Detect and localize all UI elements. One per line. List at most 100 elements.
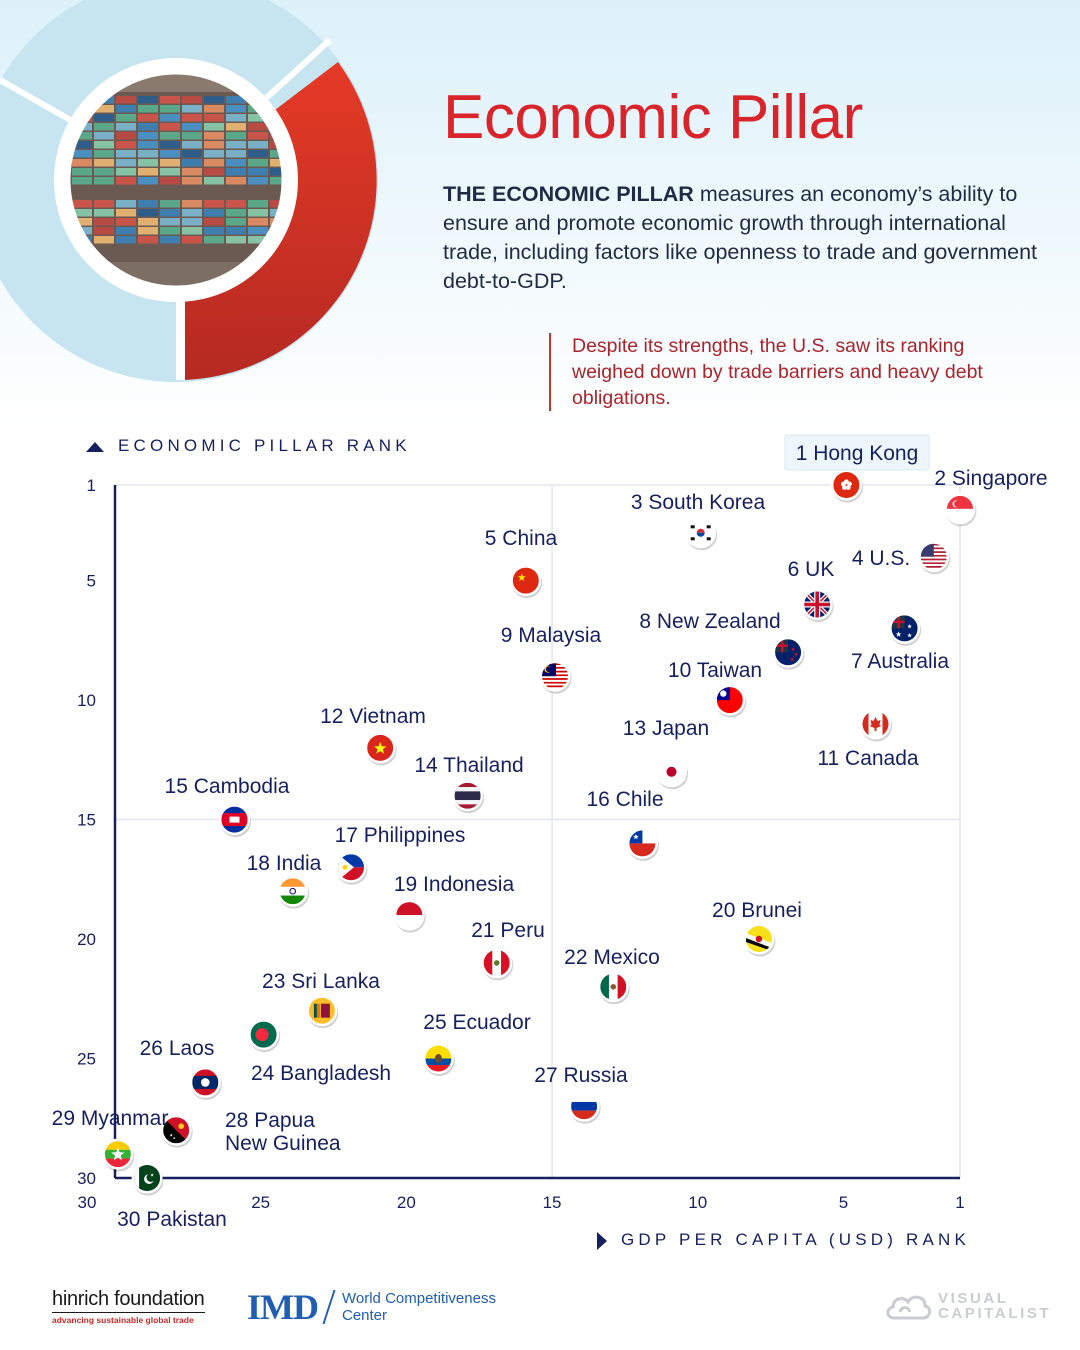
decorative-donut-graphic bbox=[0, 0, 378, 382]
data-point-new-zealand bbox=[772, 636, 805, 670]
usa-flag-icon bbox=[920, 543, 947, 570]
y-tick-label: 10 bbox=[77, 691, 96, 710]
point-label: 12 Vietnam bbox=[320, 705, 426, 728]
south-korea-flag-icon bbox=[687, 519, 714, 546]
mexico-flag-icon bbox=[600, 973, 627, 1000]
russia-flag-icon bbox=[571, 1093, 598, 1120]
singapore-flag-icon bbox=[947, 495, 973, 522]
point-label: 8 New Zealand bbox=[639, 610, 780, 633]
data-point-russia bbox=[568, 1090, 601, 1124]
myanmar-flag-icon bbox=[104, 1141, 131, 1168]
data-point-china bbox=[510, 565, 543, 599]
data-point-uk bbox=[801, 589, 834, 622]
vc-line2: CAPITALIST bbox=[938, 1305, 1052, 1322]
point-label: 1 Hong Kong bbox=[796, 442, 919, 465]
hinrich-name: hinrich foundation bbox=[52, 1288, 205, 1310]
point-label: 4 U.S. bbox=[852, 547, 910, 570]
ecuador-flag-icon bbox=[425, 1045, 452, 1072]
point-label: 16 Chile bbox=[586, 788, 663, 811]
data-point-cambodia bbox=[219, 804, 251, 838]
point-label: 19 Indonesia bbox=[394, 873, 515, 896]
hinrich-foundation-logo: hinrich foundation advancing sustainable… bbox=[52, 1288, 205, 1325]
point-label: 25 Ecuador bbox=[423, 1011, 530, 1034]
cambodia-flag-icon bbox=[221, 806, 248, 833]
x-tick-label: 25 bbox=[251, 1193, 270, 1212]
x-tick-label: 30 bbox=[78, 1193, 97, 1212]
x-axis-label: GDP PER CAPITA (USD) RANK bbox=[621, 1230, 971, 1249]
point-label: 11 Canada bbox=[817, 747, 919, 770]
y-tick-label: 5 bbox=[87, 572, 96, 591]
donut-red-segment bbox=[185, 62, 377, 380]
data-point-japan bbox=[656, 756, 688, 790]
page-title: Economic Pillar bbox=[443, 83, 863, 152]
data-point-brunei bbox=[743, 923, 776, 957]
point-label: 15 Cambodia bbox=[165, 775, 290, 798]
sri-lanka-flag-icon bbox=[308, 997, 335, 1024]
indonesia-flag-icon bbox=[396, 902, 423, 929]
canada-flag-icon bbox=[862, 711, 889, 737]
point-label: 26 Laos bbox=[140, 1037, 215, 1060]
data-point-laos bbox=[189, 1066, 222, 1100]
imd-text-line2: Center bbox=[342, 1307, 388, 1324]
india-flag-icon bbox=[279, 878, 306, 905]
data-point-ecuador bbox=[422, 1043, 455, 1076]
x-axis-title: GDP PER CAPITA (USD) RANK bbox=[597, 1230, 970, 1250]
point-label: 3 South Korea bbox=[631, 491, 766, 514]
peru-flag-icon bbox=[483, 949, 510, 976]
data-point-india bbox=[277, 875, 310, 909]
data-point-bangladesh bbox=[248, 1019, 281, 1053]
description-body: measures an economy’s ability to ensure … bbox=[443, 182, 1038, 293]
point-label: 7 Australia bbox=[851, 650, 949, 673]
y-tick-label: 30 bbox=[77, 1169, 96, 1188]
x-tick-label: 20 bbox=[397, 1193, 416, 1212]
data-point-sri-lanka bbox=[306, 995, 339, 1029]
y-tick-label: 1 bbox=[87, 476, 96, 495]
pillar-description: THE ECONOMIC PILLAR measures an economy’… bbox=[443, 180, 1043, 296]
hong-kong-flag-icon bbox=[833, 472, 860, 498]
brunei-flag-icon bbox=[745, 926, 772, 952]
data-point-png bbox=[160, 1114, 193, 1148]
data-point-mexico bbox=[597, 971, 630, 1005]
data-point-singapore bbox=[944, 493, 977, 527]
x-tick-label: 10 bbox=[688, 1193, 707, 1212]
point-label: 24 Bangladesh bbox=[251, 1062, 391, 1085]
data-point-taiwan bbox=[714, 684, 747, 718]
point-label: 10 Taiwan bbox=[668, 659, 762, 682]
point-label: 28 Papua bbox=[225, 1109, 315, 1132]
point-label-line2: New Guinea bbox=[225, 1132, 341, 1155]
y-tick-label: 25 bbox=[77, 1050, 96, 1069]
point-label: 6 UK bbox=[788, 558, 835, 581]
png-flag-icon bbox=[163, 1117, 190, 1144]
imd-text-line1: World Competitiveness bbox=[342, 1290, 496, 1307]
pakistan-flag-icon bbox=[134, 1165, 161, 1191]
uk-flag-icon bbox=[804, 591, 831, 618]
point-label: 2 Singapore bbox=[934, 467, 1047, 490]
footer: hinrich foundation advancing sustainable… bbox=[0, 1280, 1080, 1340]
point-label: 13 Japan bbox=[623, 717, 709, 740]
data-point-south-korea bbox=[685, 517, 718, 551]
x-tick-label: 1 bbox=[955, 1193, 964, 1212]
y-tick-label: 15 bbox=[77, 811, 96, 830]
y-tick-label: 20 bbox=[77, 930, 96, 949]
point-label: 20 Brunei bbox=[712, 899, 802, 922]
imd-center-name: World Competitiveness Center bbox=[342, 1290, 496, 1324]
point-label: 14 Thailand bbox=[414, 754, 523, 777]
imd-wordmark: IMD bbox=[247, 1287, 319, 1327]
point-label: 27 Russia bbox=[534, 1064, 628, 1087]
chile-flag-icon bbox=[629, 830, 656, 857]
y-axis-title: ECONOMIC PILLAR RANK bbox=[86, 436, 411, 456]
data-point-peru bbox=[481, 947, 514, 981]
malaysia-flag-icon bbox=[542, 663, 568, 690]
x-tick-label: 15 bbox=[543, 1193, 562, 1212]
data-point-usa bbox=[918, 541, 951, 575]
point-label: 17 Philippines bbox=[335, 824, 466, 847]
point-label: 23 Sri Lanka bbox=[262, 970, 380, 993]
hinrich-tagline: advancing sustainable global trade bbox=[52, 1312, 205, 1325]
point-label: 5 China bbox=[485, 527, 558, 550]
china-flag-icon bbox=[512, 567, 539, 594]
data-point-canada bbox=[860, 708, 892, 742]
imd-slash bbox=[322, 1290, 336, 1324]
data-point-pakistan bbox=[131, 1162, 164, 1196]
highlight-box bbox=[784, 434, 930, 471]
